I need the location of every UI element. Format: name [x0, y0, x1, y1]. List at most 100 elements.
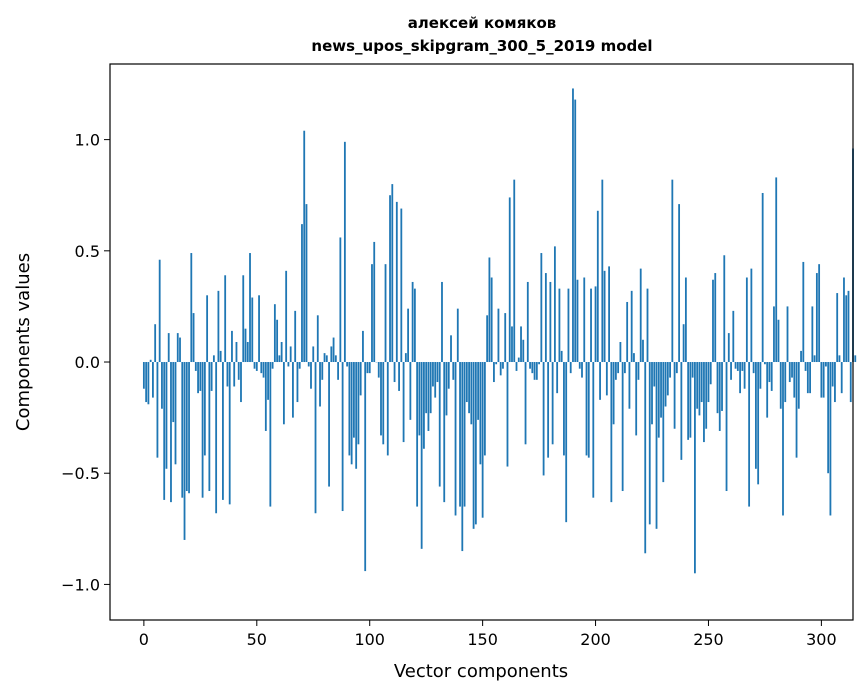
bar-147	[474, 362, 477, 525]
bar-86	[337, 362, 339, 380]
bar-58	[273, 304, 276, 363]
plot-area-frame	[109, 63, 854, 621]
bar-219	[637, 362, 640, 380]
bar-223	[646, 288, 649, 363]
bar-21	[190, 253, 193, 363]
bar-247	[700, 362, 703, 403]
bar-146	[472, 362, 475, 529]
y-tick-label: −0.5	[61, 464, 100, 483]
bar-196	[585, 362, 588, 456]
bar-116	[404, 353, 407, 363]
bar-182	[553, 246, 556, 363]
bar-159	[502, 362, 504, 369]
bar-151	[483, 362, 486, 456]
bar-269	[750, 268, 753, 363]
bar-109	[389, 195, 391, 363]
bar-287	[791, 362, 793, 378]
bar-111	[393, 362, 396, 383]
bar-305	[831, 362, 834, 387]
bar-296	[811, 306, 814, 363]
bar-172	[531, 362, 534, 374]
bar-126	[427, 362, 430, 431]
bar-99	[366, 362, 369, 374]
bar-17	[181, 362, 184, 498]
bar-205	[605, 362, 608, 396]
bar-36	[224, 275, 227, 363]
bar-137	[452, 362, 455, 380]
bar-299	[818, 264, 821, 363]
bar-132	[441, 281, 443, 363]
bar-257	[723, 255, 726, 363]
bar-108	[386, 362, 389, 456]
bar-187	[565, 362, 568, 523]
bar-62	[282, 362, 285, 425]
y-axis-ticks: −1.0 −0.5 0.0 0.5 1.0	[61, 131, 110, 594]
bar-20	[188, 362, 190, 494]
bar-198	[590, 288, 592, 363]
bar-115	[402, 362, 405, 443]
bar-297	[813, 355, 816, 363]
bar-0	[142, 362, 145, 389]
bar-35	[222, 362, 224, 500]
bar-59	[276, 319, 279, 363]
bar-209	[614, 362, 617, 380]
bar-284	[784, 362, 787, 403]
bar-4	[152, 362, 154, 398]
bar-66	[292, 362, 294, 418]
bar-216	[630, 290, 633, 363]
bar-311	[845, 295, 848, 363]
bar-29	[208, 362, 211, 492]
bar-74	[310, 362, 312, 389]
bar-230	[662, 362, 665, 483]
bar-217	[633, 353, 635, 363]
bar-93	[353, 362, 355, 438]
bar-61	[280, 342, 283, 363]
bar-304	[829, 362, 832, 516]
bar-38	[228, 362, 231, 505]
bar-174	[535, 362, 538, 380]
bar-65	[289, 346, 292, 363]
bar-33	[217, 290, 220, 363]
bar-238	[680, 362, 683, 460]
bar-89	[343, 141, 346, 363]
bar-88	[341, 362, 344, 512]
bar-273	[759, 362, 762, 389]
bar-43	[240, 362, 242, 403]
bar-252	[712, 279, 714, 363]
bar-175	[538, 362, 540, 365]
bar-199	[592, 362, 595, 498]
bar-167	[520, 326, 522, 363]
bar-222	[644, 362, 647, 554]
bar-186	[563, 362, 565, 456]
bar-176	[540, 253, 543, 363]
bar-24	[197, 362, 199, 394]
bar-231	[664, 362, 667, 407]
bar-206	[608, 266, 610, 363]
bar-84	[332, 337, 335, 363]
bar-12	[170, 362, 172, 503]
bar-306	[834, 362, 836, 403]
bar-157	[497, 308, 500, 363]
bar-39	[231, 330, 233, 363]
bar-120	[413, 288, 416, 363]
bar-121	[416, 362, 419, 507]
bar-310	[843, 277, 845, 363]
bar-60	[278, 355, 281, 363]
bar-241	[687, 362, 690, 440]
x-tick-label: 50	[247, 630, 267, 649]
bar-48	[251, 297, 254, 363]
bar-22	[192, 313, 195, 363]
bar-152	[486, 315, 489, 363]
x-tick-label: 0	[139, 630, 149, 649]
bar-144	[468, 362, 470, 414]
bar-148	[477, 362, 480, 420]
bar-125	[425, 362, 428, 414]
bar-80	[323, 353, 326, 363]
bar-19	[185, 362, 188, 492]
bar-64	[287, 362, 290, 367]
bar-131	[438, 362, 441, 487]
bar-16	[179, 337, 181, 363]
bar-14	[174, 362, 177, 465]
